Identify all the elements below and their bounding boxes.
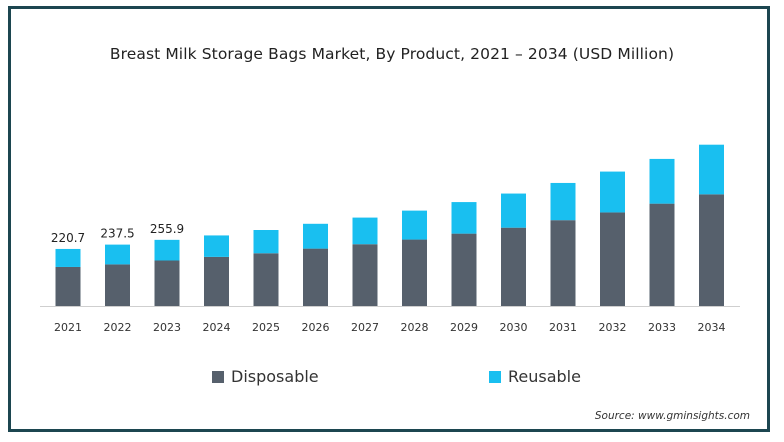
- bar-disposable-2021: [55, 266, 81, 306]
- x-tick-label-2032: 2032: [599, 321, 627, 334]
- x-tick-label-2031: 2031: [549, 321, 577, 334]
- bar-reusable-2033: [649, 158, 675, 204]
- bar-disposable-2031: [550, 220, 576, 306]
- x-tick-label-2023: 2023: [153, 321, 181, 334]
- x-tick-label-2026: 2026: [302, 321, 330, 334]
- chart-frame: [8, 6, 770, 432]
- legend-item-reusable: Reusable: [489, 367, 581, 386]
- bar-disposable-2028: [402, 239, 427, 306]
- bar-disposable-2033: [649, 203, 675, 306]
- x-tick-label-2028: 2028: [401, 321, 429, 334]
- data-label-2022: 237.5: [100, 227, 134, 241]
- x-tick-label-2034: 2034: [698, 321, 726, 334]
- bar-reusable-2032: [600, 171, 625, 213]
- x-tick-label-2022: 2022: [104, 321, 132, 334]
- data-label-2021: 220.7: [51, 231, 85, 245]
- bar-reusable-2028: [402, 210, 427, 240]
- x-tick-label-2027: 2027: [351, 321, 379, 334]
- bar-reusable-2026: [303, 223, 328, 249]
- bar-disposable-2029: [451, 233, 477, 306]
- bar-reusable-2022: [105, 244, 130, 265]
- legend-label-disposable: Disposable: [231, 367, 319, 386]
- bar-disposable-2034: [699, 194, 724, 306]
- bar-disposable-2022: [105, 264, 130, 306]
- x-tick-label-2030: 2030: [500, 321, 528, 334]
- x-tick-label-2025: 2025: [252, 321, 280, 334]
- bar-disposable-2024: [204, 256, 229, 306]
- bar-reusable-2029: [451, 202, 477, 234]
- chart-title: Breast Milk Storage Bags Market, By Prod…: [109, 45, 675, 63]
- legend-item-disposable: Disposable: [212, 367, 319, 386]
- x-tick-label-2021: 2021: [54, 321, 82, 334]
- x-tick-label-2024: 2024: [203, 321, 231, 334]
- bar-reusable-2021: [55, 248, 81, 267]
- bar-disposable-2026: [303, 248, 328, 306]
- x-tick-label-2029: 2029: [450, 321, 478, 334]
- bar-disposable-2032: [600, 212, 625, 306]
- bar-disposable-2025: [253, 253, 279, 306]
- bar-reusable-2025: [253, 230, 279, 254]
- data-label-2023: 255.9: [150, 222, 184, 236]
- bar-disposable-2027: [352, 244, 378, 306]
- bar-disposable-2023: [154, 260, 180, 306]
- source-note: Source: www.gminsights.com: [594, 410, 750, 422]
- bar-reusable-2031: [550, 182, 576, 221]
- bar-disposable-2030: [501, 227, 526, 306]
- bar-reusable-2034: [699, 144, 724, 195]
- legend-swatch-disposable: [212, 370, 224, 383]
- legend-swatch-reusable: [489, 370, 501, 383]
- bar-reusable-2023: [154, 239, 180, 261]
- x-tick-label-2033: 2033: [648, 321, 676, 334]
- legend-label-reusable: Reusable: [508, 367, 581, 386]
- bar-reusable-2027: [352, 217, 378, 245]
- bar-reusable-2030: [501, 193, 526, 228]
- bar-reusable-2024: [204, 235, 229, 257]
